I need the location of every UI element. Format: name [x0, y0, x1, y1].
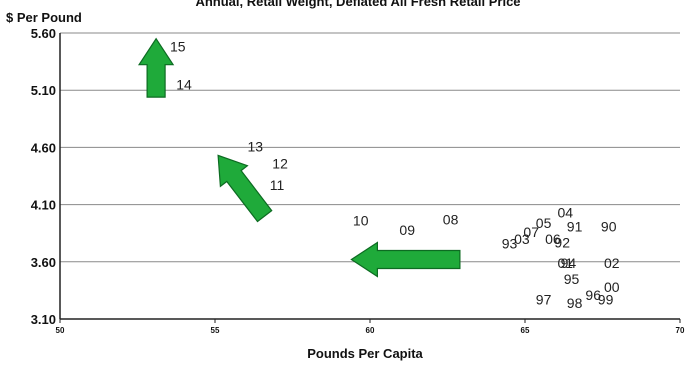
trend-arrow-icon	[217, 154, 273, 223]
data-point-12: 12	[272, 155, 288, 171]
data-point-97: 97	[536, 292, 552, 308]
data-point-05: 05	[536, 215, 552, 231]
x-tick-label: 50	[56, 326, 65, 335]
data-point-09: 09	[399, 222, 415, 238]
data-point-11: 11	[270, 177, 285, 193]
y-tick-label: 3.60	[31, 255, 56, 270]
data-point-15: 15	[170, 39, 186, 55]
data-point-06: 06	[545, 231, 561, 247]
x-axis-label: Pounds Per Capita	[307, 346, 423, 361]
trend-arrow-icon	[137, 37, 175, 98]
x-tick-label: 70	[676, 326, 685, 335]
x-tick-label: 60	[366, 326, 375, 335]
data-point-04: 04	[558, 205, 574, 221]
x-tick-label: 65	[521, 326, 530, 335]
y-tick-labels: 3.10 3.60 4.10 4.60 5.10 5.60	[31, 26, 56, 327]
data-point-02: 02	[604, 255, 620, 271]
axes	[59, 33, 681, 323]
data-point-00: 00	[604, 279, 620, 295]
trend-arrow-icon	[350, 241, 461, 278]
data-point-14: 14	[176, 76, 192, 92]
y-tick-label: 4.60	[31, 140, 56, 155]
data-point-98: 98	[567, 295, 583, 311]
y-tick-label: 3.10	[31, 312, 56, 327]
y-tick-label: 5.60	[31, 26, 56, 41]
data-point-91: 91	[567, 218, 583, 234]
data-point-99: 99	[598, 292, 614, 308]
data-point-10: 10	[353, 213, 369, 229]
x-tick-label: 55	[211, 326, 220, 335]
data-point-92: 92	[554, 234, 570, 250]
data-point-01: 01	[558, 255, 574, 271]
y-tick-label: 5.10	[31, 83, 56, 98]
x-tick-labels: 50 55 60 65 70	[56, 326, 685, 335]
data-point-95: 95	[564, 271, 580, 287]
data-point-94: 94	[561, 255, 577, 271]
data-point-96: 96	[585, 287, 601, 303]
chart-title: Annual, Retail Weight, Deflated All Fres…	[195, 0, 520, 9]
data-point-93: 93	[502, 235, 518, 251]
data-point-90: 90	[601, 218, 617, 234]
data-point-08: 08	[443, 211, 459, 227]
data-point-13: 13	[248, 138, 264, 154]
y-axis-label: $ Per Pound	[6, 10, 82, 25]
trend-arrows	[137, 37, 461, 278]
y-tick-label: 4.10	[31, 198, 56, 213]
data-point-03: 03	[514, 231, 530, 247]
data-point-07: 07	[523, 224, 539, 240]
